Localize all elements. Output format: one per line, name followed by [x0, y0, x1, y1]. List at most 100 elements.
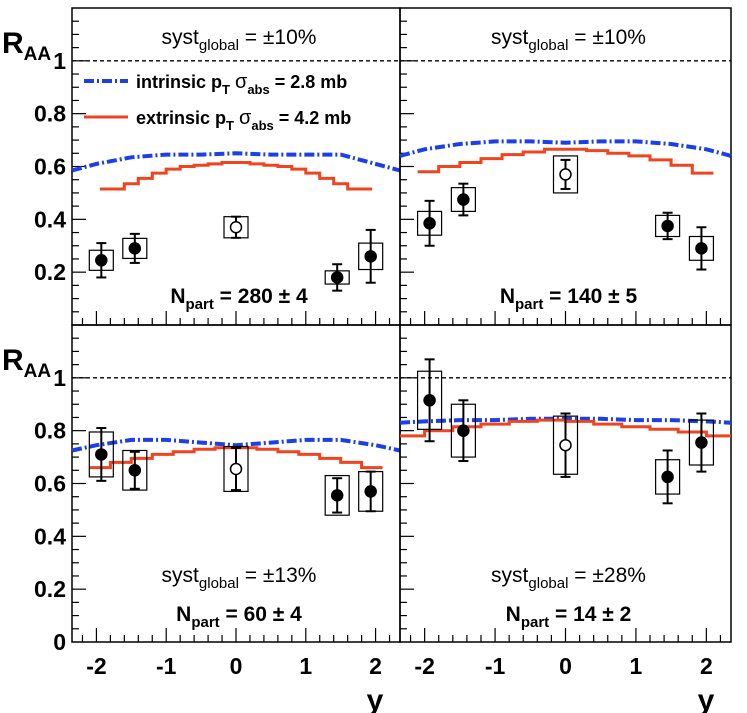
syst-global-label: systglobal = ±28% — [491, 564, 646, 592]
y-tick-label: 0.2 — [34, 259, 66, 285]
panels: systglobal = ±10%Npart = 280 ± 4systglob… — [71, 7, 732, 643]
legend-label: extrinsic pT σabs = 4.2 mb — [136, 107, 351, 133]
panel-frame — [399, 324, 732, 643]
data-point — [122, 232, 148, 264]
filled-marker — [330, 489, 344, 502]
ylabel-sub: AA — [24, 361, 52, 382]
data-point — [655, 211, 681, 241]
syst-label: syst — [491, 26, 529, 49]
filled-marker — [95, 254, 108, 267]
filled-marker — [695, 242, 708, 255]
panel-2: systglobal = ±10% Npart = 140 ± 5 — [399, 7, 732, 326]
filled-marker — [423, 217, 436, 230]
syst-sub: global — [199, 37, 239, 54]
y-tick-label: 0.6 — [34, 471, 66, 497]
syst-global-label: systglobal = ±10% — [491, 26, 646, 54]
filled-marker — [364, 250, 377, 263]
npart-value: = 280 ± 4 — [214, 285, 308, 308]
npart-label: Npart = 60 ± 4 — [176, 603, 302, 631]
data-point — [450, 182, 476, 217]
syst-label: syst — [162, 26, 200, 49]
npart-sub: part — [515, 296, 543, 313]
x-tick-label: -2 — [414, 653, 434, 679]
legend-p-sub: T — [222, 82, 230, 97]
legend-p: p — [206, 72, 222, 92]
npart-value: = 60 ± 4 — [220, 603, 302, 626]
ylabel-sub: AA — [24, 44, 52, 65]
legend-sigma-sub: abs — [247, 82, 269, 97]
legend-p: p — [210, 108, 226, 128]
y-tick-label: 1 — [53, 48, 66, 74]
filled-marker — [661, 470, 674, 484]
data-point — [223, 215, 249, 239]
npart-value: = 140 ± 5 — [543, 285, 637, 308]
npart-label: N — [170, 285, 185, 308]
filled-marker — [330, 271, 344, 284]
legend-name: extrinsic — [136, 108, 210, 128]
npart-sub: part — [191, 614, 219, 631]
npart-label: Npart = 280 ± 4 — [170, 285, 308, 313]
syst-label: syst — [491, 564, 529, 587]
legend-p-sub: T — [226, 118, 234, 133]
filled-marker — [95, 448, 108, 461]
y-tick-label: 0.8 — [34, 418, 66, 444]
npart-label: N — [506, 603, 521, 626]
data-point — [88, 242, 114, 279]
intrinsic-curve — [71, 151, 401, 173]
data-point — [688, 226, 715, 271]
npart-value: = 14 ± 2 — [549, 603, 631, 626]
npart-label: Npart = 140 ± 5 — [500, 285, 638, 313]
data-point — [688, 412, 715, 473]
data-point — [552, 412, 579, 478]
y-axis-title: RAA — [2, 344, 51, 382]
legend-value: = 4.2 mb — [274, 108, 352, 128]
syst-value: = ±13% — [239, 564, 317, 587]
panel-3: systglobal = ±13% Npart = 60 ± 4 — [71, 324, 401, 643]
filled-marker — [695, 436, 708, 449]
filled-marker — [457, 424, 470, 437]
filled-marker — [457, 193, 470, 206]
legend-sigma: σ — [235, 71, 248, 93]
y-tick-label: 0.8 — [34, 101, 66, 127]
filled-marker — [128, 242, 142, 255]
panel-1: systglobal = ±10% Npart = 280 ± 4 — [71, 7, 401, 326]
y-axis-title: RAA — [2, 27, 51, 65]
data-point — [416, 199, 443, 247]
filled-marker — [364, 485, 377, 498]
npart-sub: part — [185, 296, 213, 313]
syst-value: = ±10% — [568, 26, 646, 49]
y-tick-label: 0.2 — [34, 576, 66, 602]
syst-label: syst — [162, 564, 200, 587]
x-tick-label: -1 — [485, 653, 506, 679]
data-point — [88, 427, 114, 482]
y-tick-label: 0.6 — [34, 154, 66, 180]
panel-frame — [71, 7, 401, 326]
npart-label: Npart = 14 ± 2 — [506, 603, 632, 631]
syst-value: = ±10% — [239, 26, 317, 49]
legend-sigma: σ — [239, 107, 252, 129]
legend-entry: extrinsic pT σabs = 4.2 mb — [84, 107, 351, 133]
filled-marker — [661, 219, 674, 233]
panel-4: systglobal = ±28% Npart = 14 ± 2 — [399, 324, 732, 643]
data-point — [416, 358, 443, 443]
x-axis: -2 -1 0 1 2 y -2 -1 0 1 2 y — [86, 653, 714, 713]
x-tick-label: 1 — [630, 653, 643, 679]
intrinsic-curve — [399, 139, 732, 158]
x-axis-title: y — [367, 684, 384, 713]
syst-box — [324, 474, 350, 516]
y-tick-label: 0 — [53, 629, 66, 655]
legend-name: intrinsic — [136, 72, 206, 92]
data-point — [358, 228, 384, 284]
npart-sub: part — [521, 614, 549, 631]
syst-value: = ±28% — [568, 564, 646, 587]
syst-global-label: systglobal = ±10% — [162, 26, 317, 54]
x-tick-label: 2 — [700, 653, 713, 679]
x-tick-label: 0 — [230, 653, 243, 679]
x-axis-title: y — [698, 684, 715, 713]
data-point — [358, 470, 384, 513]
ylabel-main: R — [2, 27, 24, 60]
y-tick-label: 0.4 — [34, 206, 66, 232]
data-point — [122, 449, 148, 491]
open-marker — [559, 438, 572, 452]
